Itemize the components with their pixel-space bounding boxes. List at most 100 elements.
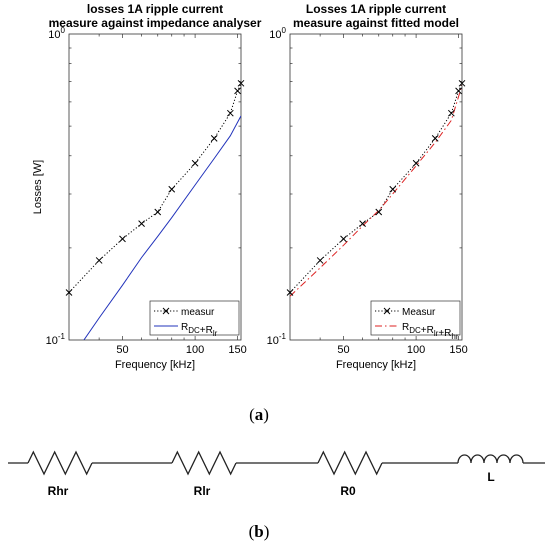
x-tick-label: 100 bbox=[186, 344, 204, 356]
data-point-marker bbox=[65, 289, 73, 296]
y-tick-base: 10 bbox=[269, 29, 281, 41]
legend-text-sub: lr bbox=[434, 329, 439, 338]
legend-text-main: R bbox=[427, 325, 434, 336]
y-tick-exponent: -1 bbox=[279, 332, 287, 341]
legend-text-sub: DC bbox=[188, 326, 200, 335]
subfigure-label-a: (a) bbox=[229, 405, 289, 425]
legend-plus: + bbox=[200, 325, 206, 336]
y-tick-label: 100 bbox=[269, 26, 286, 41]
data-point-marker bbox=[168, 185, 176, 193]
subfigure-label-b-text: (b) bbox=[248, 522, 270, 541]
data-point-marker bbox=[95, 257, 103, 264]
data-point-marker bbox=[234, 87, 241, 95]
series-line-0 bbox=[290, 83, 462, 293]
marker-stroke bbox=[234, 87, 241, 95]
data-point-marker bbox=[455, 87, 462, 95]
data-point-marker bbox=[375, 208, 383, 216]
data-point-marker bbox=[431, 135, 439, 142]
legend-box bbox=[149, 300, 240, 336]
chart-title-line2: measure against impedance analyser bbox=[49, 16, 262, 30]
inductor-l bbox=[457, 454, 524, 464]
marker-stroke bbox=[340, 235, 347, 243]
legend-label-1: RDC+Rlr bbox=[181, 322, 218, 338]
marker-stroke bbox=[191, 159, 199, 167]
inductor-l-label: L bbox=[487, 470, 494, 484]
y-tick-label: 100 bbox=[48, 26, 65, 41]
plot-frame bbox=[289, 33, 463, 341]
data-point-marker bbox=[119, 235, 126, 243]
marker-stroke bbox=[458, 79, 466, 87]
marker-stroke bbox=[210, 135, 218, 142]
marker-stroke bbox=[431, 135, 439, 142]
data-point-marker bbox=[237, 79, 245, 87]
data-point-marker bbox=[412, 159, 420, 167]
data-point-marker bbox=[316, 257, 324, 264]
marker-stroke bbox=[316, 257, 324, 264]
x-tick-label: 150 bbox=[449, 344, 467, 356]
marker-stroke bbox=[286, 289, 294, 296]
y-tick-exponent: 0 bbox=[282, 26, 287, 35]
data-point-marker bbox=[389, 185, 397, 193]
marker-stroke bbox=[226, 109, 234, 117]
y-tick-label: 10-1 bbox=[267, 332, 287, 347]
marker-stroke bbox=[375, 208, 383, 216]
circuit-diagram: Rhr Rlr R0 L bbox=[8, 450, 545, 498]
data-point-marker bbox=[191, 159, 199, 167]
plot-frame bbox=[68, 33, 242, 341]
y-tick-label: 10-1 bbox=[46, 332, 66, 347]
marker-stroke bbox=[154, 208, 162, 216]
data-point-marker bbox=[458, 79, 466, 87]
series-line-1 bbox=[290, 85, 462, 297]
legend-text-sub: lr bbox=[213, 329, 218, 338]
legend-text-sub: hr bbox=[451, 332, 458, 341]
resistor-rhr bbox=[27, 450, 93, 476]
y-tick-base: 10 bbox=[267, 335, 279, 347]
legend-text-main: R bbox=[402, 322, 409, 333]
legend-label-0: measur bbox=[181, 307, 215, 318]
marker-stroke bbox=[447, 109, 455, 117]
marker-stroke bbox=[168, 185, 176, 193]
subfigure-label-a-text: (a) bbox=[249, 405, 269, 424]
y-tick-exponent: 0 bbox=[61, 26, 66, 35]
marker-stroke bbox=[119, 235, 126, 243]
subfigure-label-b: (b) bbox=[229, 522, 289, 542]
marker-stroke bbox=[65, 289, 73, 296]
data-point-marker bbox=[340, 235, 347, 243]
data-point-marker bbox=[286, 289, 294, 296]
plot-area bbox=[69, 83, 241, 340]
data-point-marker bbox=[359, 220, 366, 228]
marker-stroke bbox=[95, 257, 103, 264]
y-tick-base: 10 bbox=[46, 335, 58, 347]
legend-marker bbox=[162, 307, 170, 315]
legend-text-main: R bbox=[206, 325, 213, 336]
x-tick-label: 150 bbox=[228, 344, 246, 356]
legend-text-main: measur bbox=[181, 307, 215, 318]
resistor-r0-label: R0 bbox=[340, 484, 356, 498]
marker-stroke bbox=[412, 159, 420, 167]
legend-marker bbox=[383, 307, 391, 315]
resistor-rlr-label: Rlr bbox=[194, 484, 211, 498]
y-axis-label: Losses [W] bbox=[32, 160, 44, 214]
legend-label-1: RDC+Rlr+Rhr bbox=[402, 322, 459, 341]
marker-stroke bbox=[237, 79, 245, 87]
marker-stroke bbox=[138, 220, 145, 228]
data-point-marker bbox=[447, 109, 455, 117]
legend-plus: + bbox=[438, 328, 444, 339]
data-point-marker bbox=[154, 208, 162, 216]
legend-text-sub: DC bbox=[409, 326, 421, 335]
resistor-rhr-label: Rhr bbox=[48, 484, 69, 498]
chart-title-line1: Losses 1A ripple current bbox=[306, 2, 446, 16]
resistor-rlr bbox=[171, 450, 237, 476]
marker-stroke bbox=[455, 87, 462, 95]
x-tick-label: 50 bbox=[116, 344, 128, 356]
series-line-1 bbox=[83, 115, 241, 340]
marker-stroke bbox=[389, 185, 397, 193]
series-line-0 bbox=[69, 83, 241, 293]
marker-stroke bbox=[359, 220, 366, 228]
legend-box bbox=[370, 300, 461, 336]
legend-label-0: Measur bbox=[402, 307, 436, 318]
